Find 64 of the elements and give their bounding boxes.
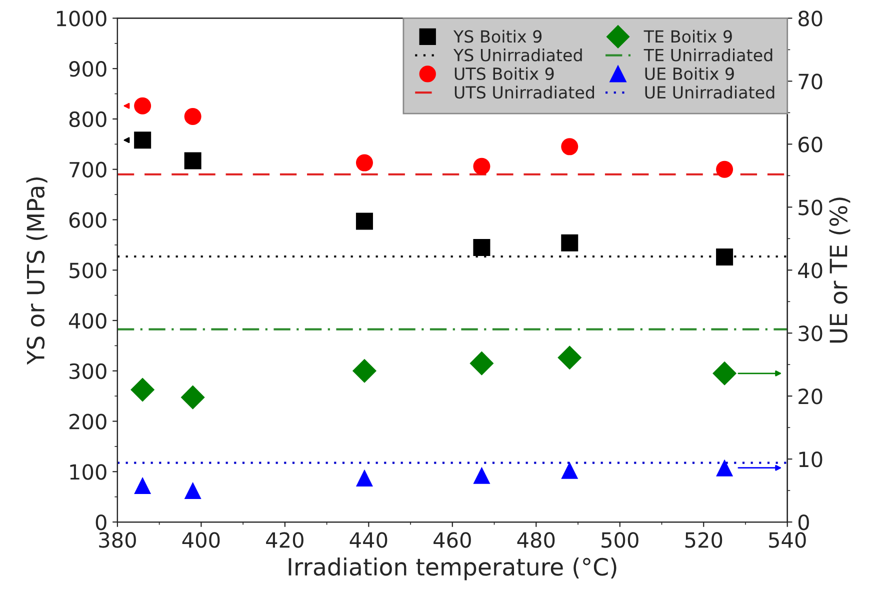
point	[134, 97, 152, 114]
y-tick-label: 800	[69, 111, 106, 128]
point	[561, 462, 578, 479]
point	[561, 234, 578, 252]
legend-label: UE Boitix 9	[645, 67, 734, 80]
x-tick-label: 460	[434, 532, 471, 548]
y2-tick-label: 20	[798, 388, 822, 404]
y2-tick-label: 30	[798, 326, 822, 342]
legend-label: UTS Boitix 9	[454, 67, 554, 80]
x-tick-label: 440	[350, 532, 388, 548]
y2-tick-label: 40	[798, 262, 822, 278]
y-tick-label: 500	[70, 262, 106, 278]
x-tick-label: 400	[182, 532, 220, 548]
point	[352, 358, 377, 383]
y2-tick-label: 50	[798, 200, 822, 216]
y-tick-label: 0	[96, 514, 106, 530]
x-tick-label: 420	[266, 532, 304, 548]
y-tick-label: 200	[69, 414, 106, 430]
point	[356, 212, 373, 230]
y-axis-title: YS or UTS (MPa)	[26, 178, 48, 365]
y-tick-label: 900	[69, 61, 106, 77]
y-tick-label: 400	[68, 312, 106, 329]
point	[130, 378, 155, 402]
legend-label: YS Boitix 9	[453, 30, 542, 43]
y2-tick-label: 70	[798, 74, 822, 90]
point	[473, 158, 490, 175]
point	[716, 160, 734, 178]
y-tick-label: 700	[70, 162, 106, 178]
point	[356, 469, 373, 486]
x-axis-title: Irradiation temperature (°C)	[288, 557, 616, 580]
legend-label: YS Unirradiated	[453, 48, 582, 62]
point	[470, 351, 494, 376]
point	[134, 476, 152, 494]
point	[561, 138, 578, 156]
y-tick-label: 1000	[56, 10, 106, 26]
y2-axis-title: UE or TE (%)	[829, 198, 850, 343]
point	[184, 152, 202, 170]
y-tick-label: 300	[70, 363, 106, 380]
point	[180, 385, 205, 410]
point	[356, 154, 373, 172]
y2-tick-label: 60	[798, 136, 822, 152]
x-tick-label: 520	[685, 532, 722, 548]
point	[558, 346, 582, 370]
point	[716, 459, 734, 476]
y2-tick-label: 80	[798, 10, 822, 26]
y2-tick-label: 10	[799, 451, 822, 468]
point	[134, 132, 152, 149]
y2-tick-label: 0	[798, 514, 809, 530]
legend-label: UE Unirradiated	[645, 86, 774, 99]
x-tick-label: 500	[602, 532, 638, 548]
point	[184, 108, 202, 125]
legend-label: TE Boitix 9	[644, 30, 732, 43]
y-tick-label: 100	[70, 464, 106, 480]
point	[473, 238, 490, 256]
x-tick-label: 480	[517, 532, 555, 548]
point	[473, 466, 490, 484]
legend-label: UTS Unirradiated	[454, 86, 594, 99]
point	[184, 482, 202, 500]
x-tick-label: 380	[99, 532, 136, 548]
y-tick-label: 600	[69, 212, 106, 228]
point	[712, 361, 737, 386]
legend-label: TE Unirradiated	[644, 48, 772, 62]
x-tick-label: 540	[769, 532, 806, 548]
point	[716, 248, 734, 266]
